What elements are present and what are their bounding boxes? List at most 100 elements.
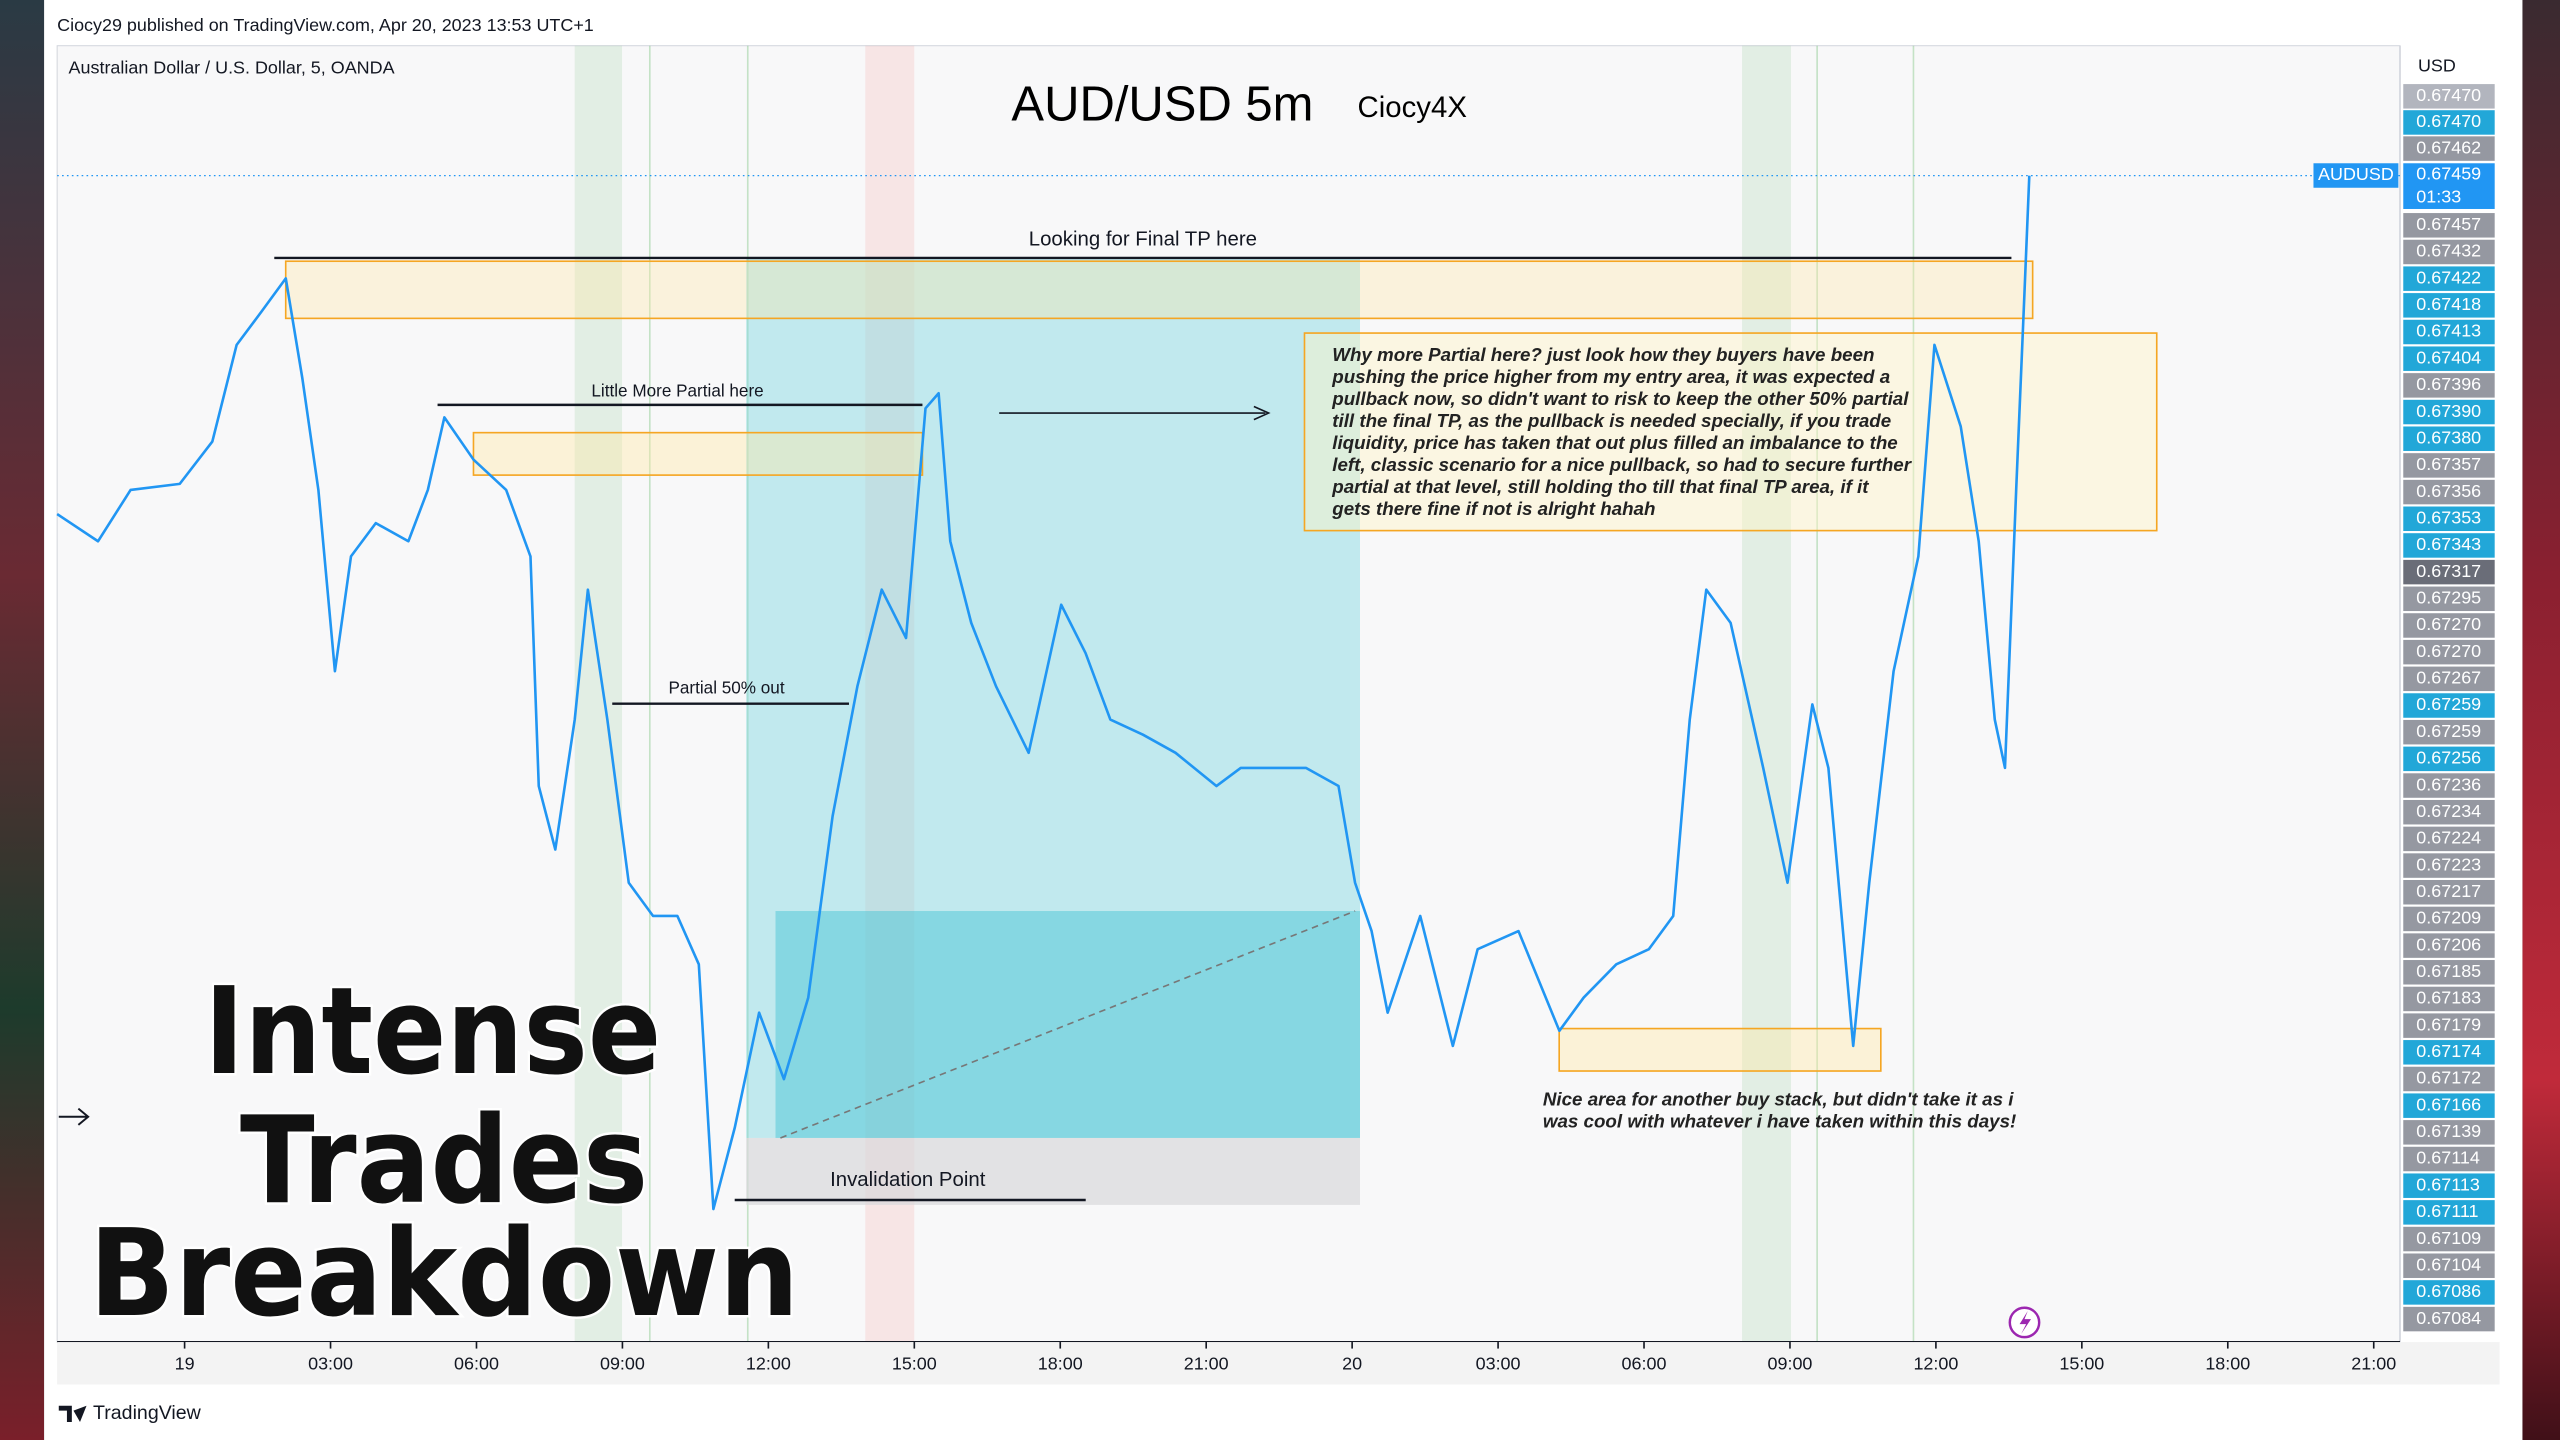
overlay-word: Breakdown [89, 1204, 799, 1344]
price-label: 0.67084 [2416, 1308, 2481, 1328]
price-label: 0.67206 [2416, 934, 2481, 954]
note-line: was cool with whatever i have taken with… [1543, 1110, 2016, 1131]
price-label: 0.67270 [2416, 614, 2481, 634]
x-tick-label: 21:00 [2351, 1354, 2396, 1374]
price-label: 0.67380 [2416, 427, 2481, 447]
price-label-bg [2403, 506, 2495, 532]
price-label: 0.67396 [2416, 374, 2481, 394]
price-label: 0.67295 [2416, 588, 2481, 608]
note-line: liquidity, price has taken that out plus… [1332, 432, 1897, 453]
price-label-bg [2403, 1226, 2495, 1252]
price-label-bg [2403, 399, 2495, 425]
price-label: 0.67404 [2416, 347, 2481, 367]
price-label: 0.67357 [2416, 454, 2481, 474]
x-tick-label: 18:00 [2205, 1354, 2250, 1374]
price-label: 0.67113 [2416, 1174, 2480, 1194]
price-label-bg [2403, 960, 2495, 985]
x-tick-label: 20 [1342, 1354, 1362, 1374]
note-line: partial at that level, still holding tho… [1331, 476, 1869, 497]
price-label-bg [2403, 933, 2495, 958]
annotation: Invalidation Point [830, 1169, 986, 1191]
note-line: left, classic scenario for a nice pullba… [1332, 454, 1912, 475]
price-label-bg [2403, 746, 2495, 772]
price-label-bg [2403, 1066, 2495, 1092]
price-label: 0.67166 [2416, 1094, 2481, 1114]
tv-logo [58, 1405, 87, 1423]
price-label-bg [2403, 719, 2495, 745]
x-tick-label: 19 [175, 1354, 195, 1374]
annotation: Little More Partial here [591, 380, 763, 400]
x-tick-label: 12:00 [746, 1354, 791, 1374]
arrow-head [1253, 405, 1271, 421]
time-axis [57, 1342, 2500, 1385]
overlay-word: Trades [240, 1091, 648, 1231]
x-tick-label: 09:00 [1768, 1354, 1813, 1374]
symbol-label: AUDUSD [2318, 164, 2394, 184]
price-label: 0.67353 [2416, 507, 2481, 527]
x-tick-label: 03:00 [308, 1354, 353, 1374]
price-label-bg [2403, 1200, 2495, 1225]
price-label-bg [2403, 110, 2495, 135]
price-label: 0.67356 [2416, 481, 2481, 501]
alert-bolt [2019, 1311, 2032, 1334]
price-label-bg [2403, 1146, 2495, 1172]
price-label-bg [2403, 136, 2495, 161]
price-label: 0.67459 [2416, 163, 2481, 183]
price-label: 0.67086 [2416, 1281, 2481, 1301]
price-label-bg [2403, 986, 2495, 1012]
price-label: 0.67109 [2416, 1228, 2481, 1248]
price-label-bg [2403, 293, 2495, 318]
price-label-bg [2403, 1253, 2495, 1278]
annotation: Looking for Final TP here [1029, 228, 1257, 250]
price-label: 0.67422 [2416, 267, 2481, 287]
price-label-bg [2403, 1093, 2495, 1118]
tp-zone [284, 260, 2034, 320]
price-label-bg [2403, 453, 2495, 478]
price-label: 0.67174 [2416, 1041, 2481, 1061]
price-label: 0.67413 [2416, 321, 2481, 341]
position-stop [746, 1137, 1360, 1205]
price-label-bg [2403, 826, 2495, 852]
price-label: 0.67418 [2416, 294, 2481, 314]
chart-subtitle: Ciocy4X [1358, 91, 1467, 124]
price-countdown: 01:33 [2416, 186, 2461, 206]
position-path [780, 910, 1356, 1139]
price-label-bg [2403, 533, 2495, 558]
price-label: 0.67470 [2416, 111, 2481, 131]
publisher-line: Ciocy29 published on TradingView.com, Ap… [57, 15, 594, 35]
price-label-bg [2403, 773, 2495, 798]
price-label: 0.67462 [2416, 137, 2481, 157]
price-label-bg [2403, 426, 2495, 451]
price-label: 0.67236 [2416, 774, 2481, 794]
price-label-bg [2403, 853, 2495, 878]
price-label: 0.67267 [2416, 668, 2481, 688]
price-label: 0.67223 [2416, 854, 2481, 874]
price-label-bg [2403, 639, 2495, 665]
price-label-bg [2403, 239, 2495, 265]
x-tick-label: 06:00 [1622, 1354, 1667, 1374]
price-label-bg [2403, 880, 2495, 905]
backdrop-right [2522, 0, 2560, 1440]
x-tick-label: 15:00 [892, 1354, 937, 1374]
note-line: till the final TP, as the pullback is ne… [1332, 410, 1891, 431]
price-label: 0.67179 [2416, 1014, 2481, 1034]
price-line [56, 175, 2031, 1211]
chart-title: AUD/USD 5m [1011, 78, 1313, 132]
price-label-bg [2403, 1120, 2495, 1145]
x-tick-label: 12:00 [1913, 1354, 1958, 1374]
annotation: Partial 50% out [668, 678, 784, 698]
backdrop-left [0, 0, 45, 1440]
price-label: 0.67259 [2416, 694, 2481, 714]
price-label: 0.67111 [2416, 1201, 2478, 1221]
price-label-bg [2403, 1306, 2495, 1332]
price-label-bg [2403, 319, 2495, 345]
note-line: Nice area for another buy stack, but did… [1543, 1088, 2014, 1109]
partial-zone [472, 431, 924, 476]
x-tick-label: 09:00 [600, 1354, 645, 1374]
price-label-bg [2403, 906, 2495, 932]
price-label-bg [2403, 693, 2495, 718]
price-label: 0.67470 [2416, 85, 2481, 105]
x-tick-label: 06:00 [454, 1354, 499, 1374]
